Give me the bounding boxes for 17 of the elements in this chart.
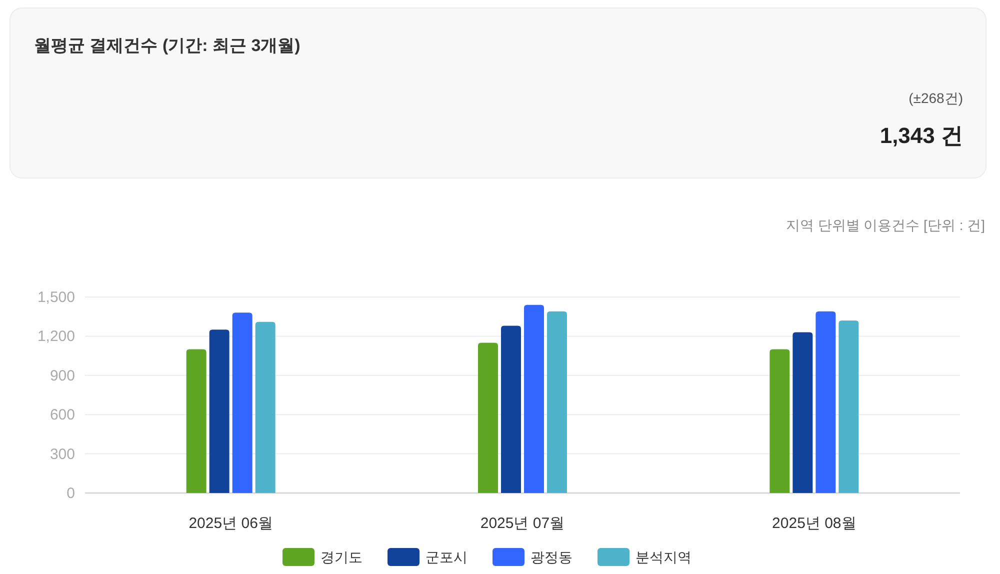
x-tick-label: 2025년 06월 [188,515,273,532]
y-tick-label: 900 [50,367,75,384]
y-tick-label: 600 [50,406,75,424]
text: 1,343 건 [880,123,963,148]
text: 월평균 결제건수 (기간: 최근 3개월) [34,36,300,55]
legend-label: 군포시 [426,549,468,565]
x-tick-label: 2025년 07월 [480,515,565,532]
text: (±268건) [908,90,963,106]
text: 지역 단위별 이용건수 [단위 : 건] [786,217,985,233]
x-tick-label: 2025년 08월 [772,515,856,532]
legend-label: 분석지역 [636,549,692,565]
legend-label: 경기도 [320,549,362,565]
legend-label: 광정동 [530,549,572,565]
y-tick-label: 0 [66,485,75,502]
y-tick-label: 1,200 [37,328,75,346]
y-tick-label: 300 [50,446,75,463]
y-tick-label: 1,500 [37,289,75,306]
